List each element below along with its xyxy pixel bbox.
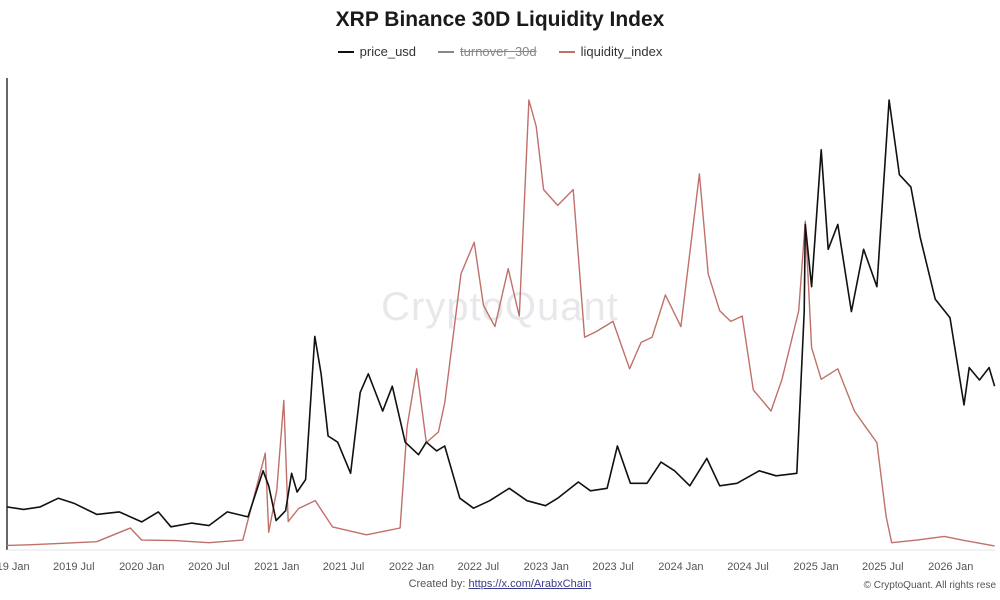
legend-item-liquidity-index[interactable]: liquidity_index (558, 44, 663, 59)
x-tick-label: 2024 Jan (658, 561, 703, 573)
x-tick-label: 2021 Jan (254, 561, 299, 573)
x-tick-label: 2022 Jan (389, 561, 434, 573)
legend-swatch-liquidity-index (558, 50, 575, 53)
legend-swatch-price-usd (337, 50, 354, 53)
x-tick-label: 2025 Jul (862, 561, 904, 573)
legend-label-price-usd: price_usd (359, 44, 417, 59)
footer-created-label: Created by: (408, 578, 466, 590)
legend-item-price-usd[interactable]: price_usd (337, 44, 417, 59)
legend-item-turnover-30d[interactable]: turnover_30d (438, 44, 537, 59)
chart-plot-area[interactable]: 2019 Jan 2019 Jul 2020 Jan 2020 Jul 2021 Jan… (0, 70, 1000, 575)
series-layer (6, 99, 996, 547)
legend-label-liquidity-index: liquidity_index (580, 44, 663, 59)
footer-created-by: Created by: https://x.com/ArabxChain (0, 578, 1000, 590)
chart-title: XRP Binance 30D Liquidity Index (335, 8, 665, 31)
footer-link[interactable]: https://x.com/ArabxChain (468, 578, 592, 590)
x-tick-label: 2022 Jul (458, 561, 500, 573)
x-tick-label: 2019 Jul (53, 561, 95, 573)
x-tick-label: 2020 Jul (188, 561, 230, 573)
x-axis-ticks: 2019 Jan 2019 Jul 2020 Jan 2020 Jul 2021 Jan… (0, 561, 973, 573)
x-tick-label: 2023 Jul (592, 561, 634, 573)
x-tick-label: 2023 Jan (524, 561, 569, 573)
x-tick-label: 2026 Jan (928, 561, 973, 573)
legend-label-turnover-30d: turnover_30d (460, 44, 537, 59)
x-tick-label: 2021 Jul (323, 561, 365, 573)
x-tick-label: 2019 Jan (0, 561, 30, 573)
footer-copyright: © CryptoQuant. All rights rese (863, 580, 996, 591)
legend-swatch-turnover-30d (438, 50, 455, 53)
x-tick-label: 2025 Jan (793, 561, 838, 573)
legend: price_usd turnover_30d liquidity_index (0, 44, 1000, 59)
x-tick-label: 2020 Jan (119, 561, 164, 573)
series-line-liquidity-index[interactable] (6, 99, 995, 547)
x-tick-label: 2024 Jul (727, 561, 769, 573)
series-line-price-usd[interactable] (6, 99, 996, 528)
